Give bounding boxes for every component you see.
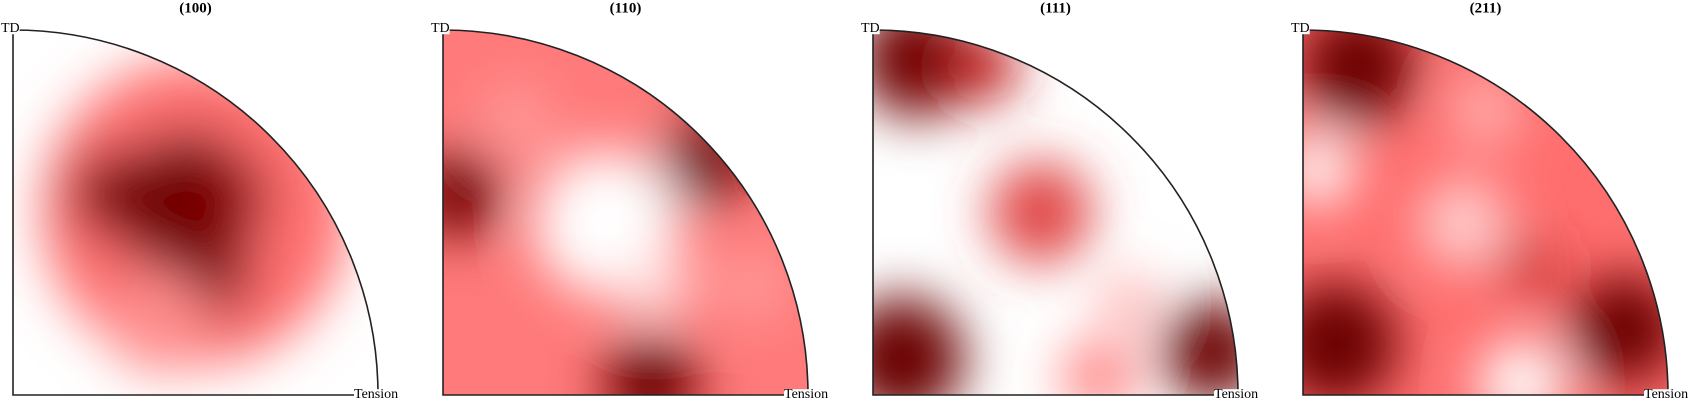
density-blob bbox=[989, 161, 1092, 264]
density-blob bbox=[1449, 73, 1522, 147]
density-blob bbox=[618, 249, 692, 322]
y-axis-label: TD bbox=[431, 21, 450, 36]
label-background bbox=[1291, 23, 1310, 35]
boundary bbox=[872, 29, 1239, 396]
pole-figure: (110) TD Tension bbox=[431, 0, 829, 402]
x-axis-label: Tension bbox=[1214, 387, 1258, 402]
y-axis-label: TD bbox=[861, 21, 880, 36]
panel-title: (110) bbox=[610, 0, 642, 16]
y-axis-label: TD bbox=[1, 21, 20, 36]
density-blob bbox=[873, 30, 976, 118]
density-blob bbox=[1500, 238, 1559, 297]
density-blob bbox=[1478, 340, 1566, 395]
density-blob bbox=[1569, 274, 1668, 385]
label-background bbox=[1, 23, 20, 35]
pole-figure: (100) TD Tension bbox=[1, 0, 399, 402]
pole-figure: (211) TD Tension bbox=[1291, 0, 1689, 402]
density-blob bbox=[195, 157, 269, 231]
density-map bbox=[13, 30, 378, 395]
label-background bbox=[1214, 389, 1259, 401]
density-map bbox=[443, 30, 808, 395]
density-blob bbox=[716, 249, 790, 322]
density-blob bbox=[946, 30, 1019, 103]
boundary bbox=[1302, 29, 1669, 396]
x-axis-label: Tension bbox=[1644, 387, 1688, 402]
density-blob bbox=[1099, 274, 1158, 333]
density-blob bbox=[443, 150, 502, 239]
density-blob bbox=[479, 84, 553, 158]
blobs bbox=[443, 84, 790, 395]
boundary bbox=[442, 29, 809, 396]
y-axis-label: TD bbox=[1291, 21, 1310, 36]
label-background bbox=[431, 23, 450, 35]
density-blob bbox=[603, 336, 699, 395]
label-background bbox=[1644, 389, 1689, 401]
x-axis-label: Tension bbox=[354, 387, 398, 402]
density-blob bbox=[1303, 30, 1417, 125]
pole-figure: (111) TD Tension bbox=[861, 0, 1259, 402]
density-blob bbox=[873, 296, 965, 395]
panel-title: (100) bbox=[179, 0, 212, 16]
density-blob bbox=[1303, 132, 1355, 206]
x-axis-label: Tension bbox=[784, 387, 828, 402]
panel-title: (211) bbox=[1470, 0, 1502, 16]
density-blob bbox=[1062, 340, 1136, 395]
label-background bbox=[354, 389, 399, 401]
density-blob bbox=[662, 117, 750, 206]
density-map bbox=[1303, 30, 1668, 395]
density-blob bbox=[107, 270, 211, 374]
density-blob bbox=[71, 150, 159, 239]
label-background bbox=[784, 389, 829, 401]
density-blob bbox=[1303, 281, 1398, 395]
density-blob bbox=[1419, 179, 1508, 268]
label-background bbox=[861, 23, 880, 35]
boundary bbox=[12, 29, 379, 396]
density-map bbox=[873, 30, 1238, 395]
panel-title: (111) bbox=[1040, 0, 1071, 16]
